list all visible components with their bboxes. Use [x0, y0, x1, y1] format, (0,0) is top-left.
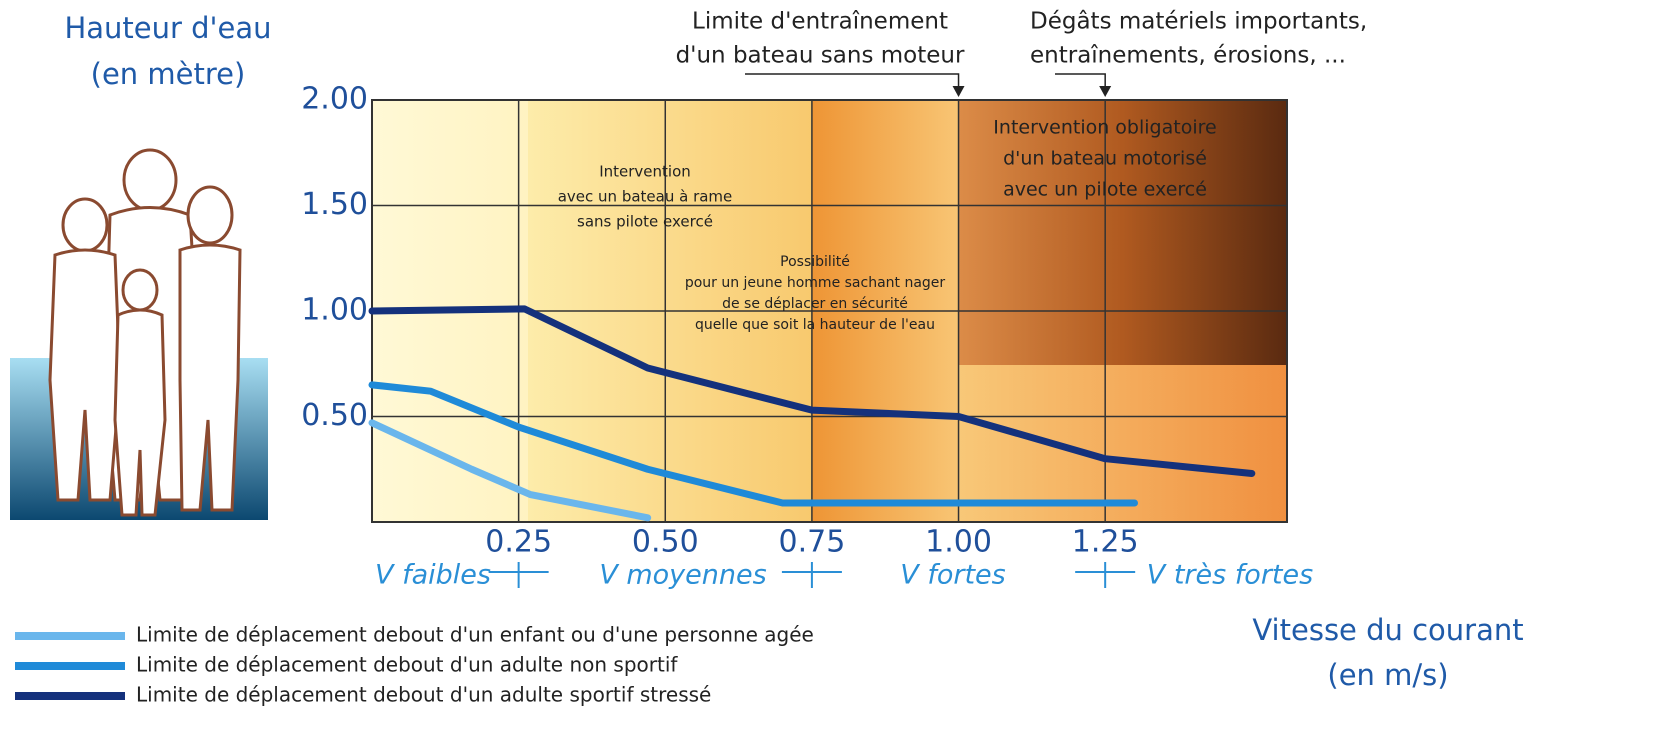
illustration [10, 150, 268, 520]
note: avec un pilote exercé [1003, 179, 1207, 201]
annotation-bracket [1055, 74, 1105, 86]
zone-label: V moyennes [599, 560, 766, 591]
annotation: Dégâts matériels importants, [1030, 9, 1367, 35]
note: d'un bateau motorisé [1003, 148, 1207, 170]
note: Intervention obligatoire [993, 117, 1216, 139]
x-axis-title: Vitesse du courant [1252, 613, 1523, 647]
y-tick-label: 2.00 [301, 82, 368, 117]
note: Possibilité [780, 254, 850, 270]
note: sans pilote exercé [577, 213, 713, 231]
annotation-arrow [1099, 86, 1111, 97]
annotation: Limite d'entraînement [692, 9, 948, 35]
zone-label: V fortes [900, 560, 1005, 591]
annotation-arrow [953, 86, 965, 97]
note: avec un bateau à rame [558, 188, 733, 206]
x-tick-label: 0.50 [632, 525, 699, 560]
annotation-bracket [745, 74, 959, 86]
note: quelle que soit la hauteur de l'eau [695, 317, 935, 333]
annotation: entraînements, érosions, ... [1030, 43, 1346, 69]
legend-label: Limite de déplacement debout d'un enfant… [136, 623, 814, 647]
x-tick-label: 1.25 [1072, 525, 1139, 560]
legend-label: Limite de déplacement debout d'un adulte… [136, 683, 711, 707]
note: Intervention [599, 163, 691, 181]
x-tick-label: 0.25 [485, 525, 552, 560]
note: de se déplacer en sécurité [722, 296, 908, 312]
y-axis-title: Hauteur d'eau [64, 11, 271, 45]
note: pour un jeune homme sachant nager [685, 275, 946, 291]
y-axis-title: (en mètre) [91, 57, 246, 91]
y-tick-label: 1.50 [301, 187, 368, 222]
y-tick-label: 1.00 [301, 293, 368, 328]
zone-label: V faibles [375, 560, 491, 591]
x-tick-label: 0.75 [779, 525, 846, 560]
zone-label: V très fortes [1147, 560, 1313, 591]
legend-label: Limite de déplacement debout d'un adulte… [136, 653, 678, 677]
x-axis-title: (en m/s) [1327, 658, 1448, 692]
chart: 0.50 1.00 1.50 2.00 0.25 0.50 0.75 1.00 1.25 V fa… [0, 0, 1659, 754]
y-tick-label: 0.50 [301, 398, 368, 433]
annotation: d'un bateau sans moteur [676, 43, 965, 69]
x-tick-label: 1.00 [925, 525, 992, 560]
